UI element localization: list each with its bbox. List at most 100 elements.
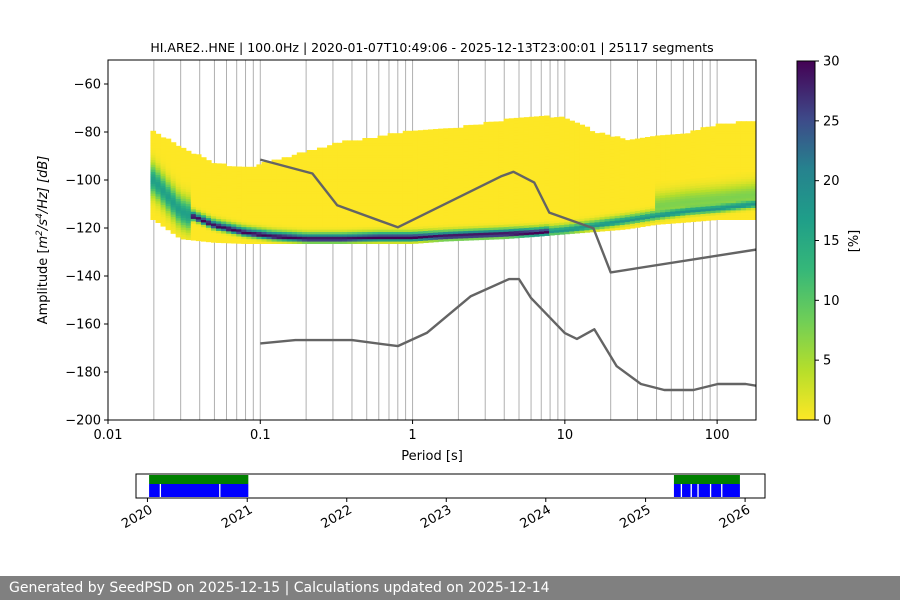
density-cell: [347, 212, 353, 216]
density-cell: [407, 207, 414, 211]
density-cell: [483, 213, 490, 216]
density-cell: [362, 174, 369, 177]
density-cell: [473, 211, 480, 214]
density-cell: [412, 226, 419, 230]
density-cell: [175, 220, 182, 224]
density-cell: [670, 146, 676, 150]
density-cell: [190, 184, 197, 188]
density-cell: [644, 158, 651, 162]
density-cell: [523, 191, 530, 195]
density-cell: [286, 195, 293, 199]
density-cell: [624, 161, 631, 165]
density-cell: [337, 176, 343, 180]
density-cell: [579, 177, 586, 181]
density-cell: [241, 219, 247, 223]
density-cell: [665, 213, 671, 217]
density-cell: [211, 199, 217, 202]
density-cell: [382, 219, 389, 223]
density-cell: [750, 193, 756, 196]
density-cell: [216, 165, 222, 169]
density-cell: [609, 177, 616, 181]
density-cell: [216, 216, 222, 219]
density-cell: [599, 183, 606, 186]
density-cell: [584, 150, 591, 154]
density-cell: [670, 172, 676, 176]
density-cell: [332, 183, 338, 187]
density-cell: [337, 212, 343, 216]
density-cell: [710, 181, 717, 185]
density-cell: [195, 219, 202, 222]
density-cell: [377, 229, 384, 232]
density-cell: [549, 230, 555, 234]
density-cell: [316, 241, 323, 244]
density-cell: [720, 210, 727, 213]
density-cell: [609, 194, 616, 198]
density-cell: [448, 154, 454, 158]
density-cell: [458, 216, 464, 220]
density-cell: [478, 198, 485, 202]
density-cell: [226, 170, 232, 174]
density-cell: [195, 190, 202, 194]
density-cell: [200, 169, 207, 173]
density-cell: [473, 129, 480, 133]
density-cell: [256, 224, 263, 228]
density-cell: [498, 190, 505, 194]
density-cell: [478, 232, 485, 236]
density-cell: [281, 229, 288, 232]
density-cell: [362, 169, 369, 172]
density-cell: [675, 182, 681, 185]
density-cell: [498, 236, 505, 240]
density-cell: [397, 195, 404, 199]
density-cell: [473, 218, 480, 222]
density-cell: [695, 166, 702, 169]
density-cell: [453, 168, 459, 172]
density-cell: [281, 195, 288, 199]
density-cell: [705, 143, 712, 147]
density-cell: [463, 216, 469, 220]
density-cell: [483, 203, 490, 207]
density-cell: [407, 142, 414, 146]
density-cell: [427, 213, 434, 217]
density-cell: [564, 212, 570, 216]
density-cell: [503, 193, 510, 196]
density-cell: [508, 125, 515, 129]
density-cell: [498, 193, 505, 197]
density-cell: [624, 214, 631, 218]
density-cell: [291, 183, 298, 187]
density-cell: [559, 138, 565, 142]
density-cell: [594, 190, 601, 194]
density-cell: [564, 128, 570, 132]
density-cell: [488, 140, 495, 144]
density-cell: [453, 233, 459, 237]
density-cell: [407, 217, 414, 220]
density-cell: [160, 183, 167, 186]
density-cell: [422, 187, 429, 191]
density-cell: [412, 185, 419, 189]
density-cell: [680, 150, 686, 154]
density-cell: [589, 140, 596, 144]
density-cell: [740, 193, 747, 196]
density-cell: [624, 171, 631, 175]
density-cell: [609, 175, 616, 178]
density-cell: [185, 158, 192, 161]
density-cell: [175, 213, 182, 216]
density-cell: [478, 126, 485, 130]
density-cell: [190, 158, 197, 162]
density-cell: [644, 204, 651, 207]
density-cell: [347, 169, 353, 172]
density-cell: [503, 145, 510, 148]
density-cell: [427, 146, 434, 150]
density-cell: [170, 185, 177, 189]
density-cell: [453, 178, 459, 182]
density-cell: [190, 177, 197, 181]
density-cell: [463, 221, 469, 224]
density-cell: [513, 197, 520, 200]
density-cell: [377, 231, 384, 235]
density-cell: [554, 131, 560, 135]
density-cell: [281, 214, 288, 218]
density-cell: [574, 170, 580, 174]
density-cell: [579, 151, 586, 154]
density-cell: [594, 133, 601, 136]
density-cell: [629, 213, 636, 217]
density-cell: [311, 200, 318, 204]
